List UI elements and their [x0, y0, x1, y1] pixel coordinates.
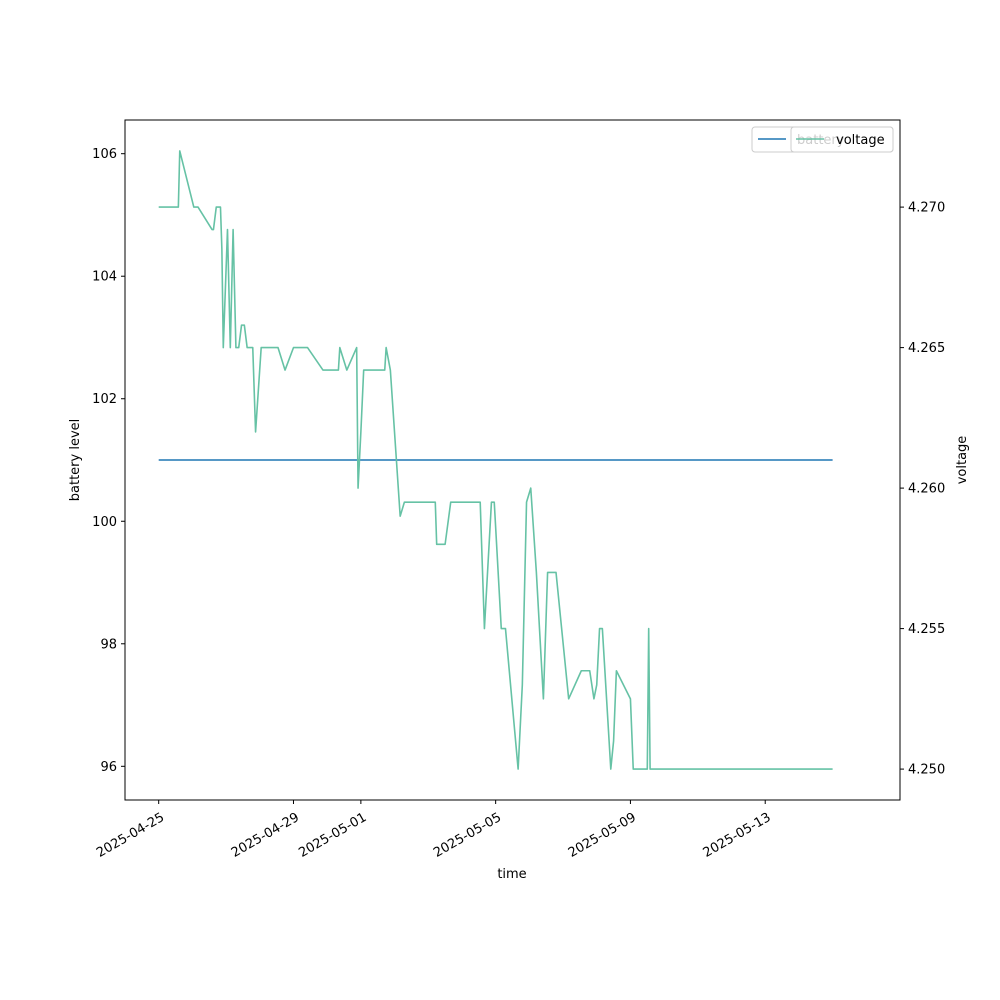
- series-layer: [158, 150, 833, 770]
- y-right-tick-label: 4.260: [908, 482, 945, 497]
- y-left-tick-label: 96: [100, 760, 117, 775]
- y-right-tick-label: 4.250: [908, 763, 945, 778]
- y-left-tick-label: 98: [100, 637, 117, 652]
- y-right-tick-label: 4.255: [908, 622, 945, 637]
- y-left-tick-label: 100: [92, 515, 117, 530]
- y-left-tick-label: 102: [92, 392, 117, 407]
- y-right-tick-label: 4.265: [908, 341, 945, 356]
- y-axis-label-left: battery level: [68, 419, 83, 502]
- legend-label-voltage: voltage: [836, 133, 885, 148]
- y-right-tick-label: 4.270: [908, 201, 945, 216]
- y-left-tick-label: 104: [92, 270, 117, 285]
- y-axis-label-right: voltage: [955, 436, 970, 485]
- y-left-tick-label: 106: [92, 147, 117, 162]
- axes-frame: [124, 119, 901, 801]
- x-axis-label: time: [497, 867, 526, 882]
- legend-voltage: voltage: [790, 126, 894, 153]
- series-line-voltage: [158, 150, 833, 770]
